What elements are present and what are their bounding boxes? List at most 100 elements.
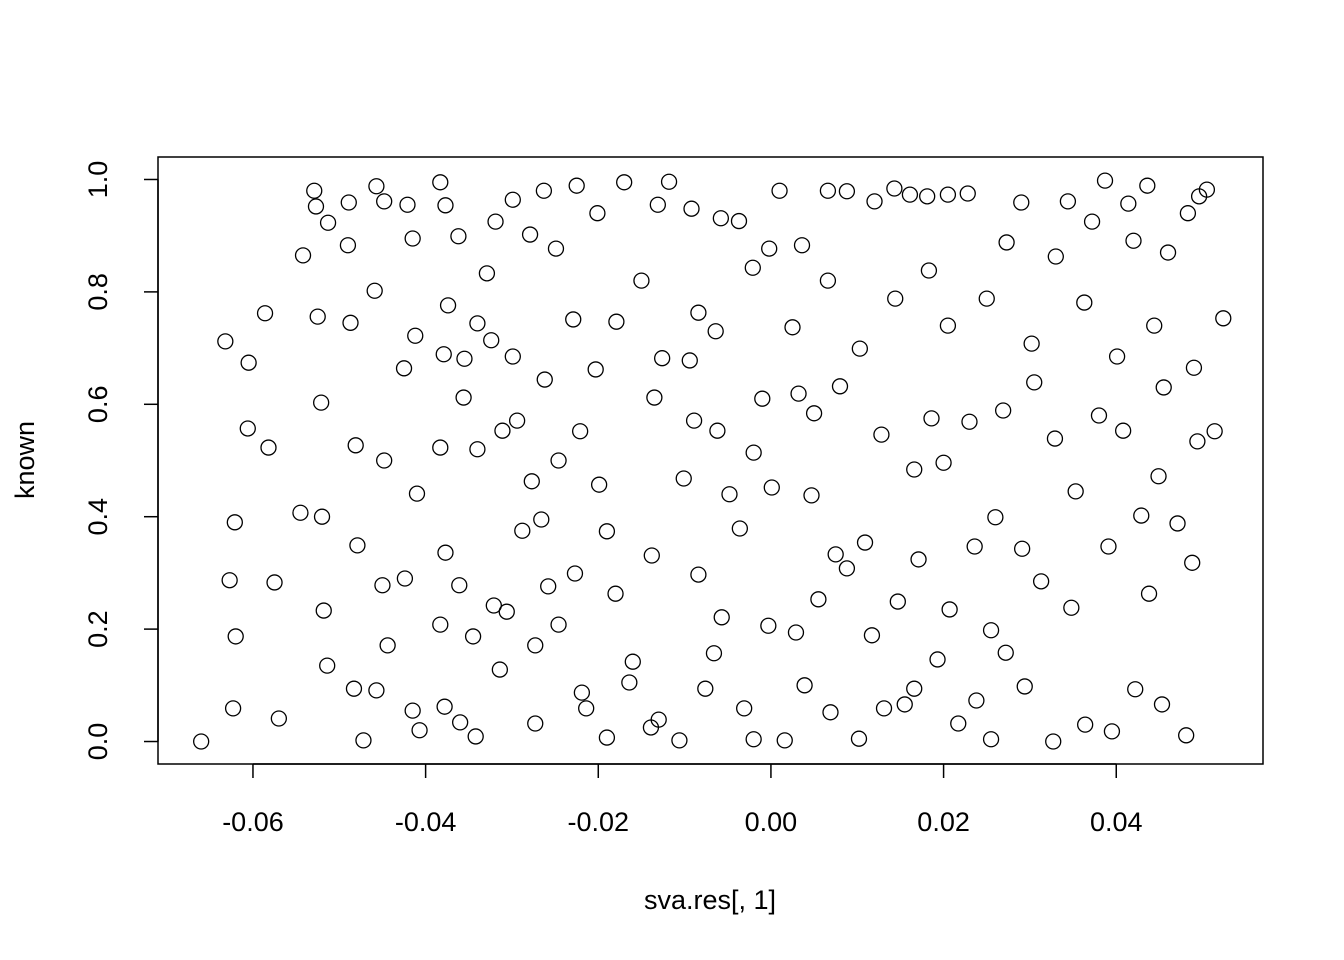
point — [745, 444, 762, 461]
point — [707, 323, 724, 340]
point — [319, 657, 336, 674]
x-tick-label: 0.00 — [745, 807, 798, 837]
point — [1083, 213, 1101, 230]
point — [1100, 538, 1117, 555]
point — [901, 186, 919, 203]
point — [796, 677, 813, 694]
point — [1108, 348, 1126, 365]
point — [432, 174, 449, 191]
point — [968, 692, 985, 709]
point — [451, 714, 469, 731]
point — [1023, 335, 1040, 352]
x-tick-label: -0.06 — [222, 807, 284, 837]
point — [987, 509, 1004, 526]
point — [292, 504, 309, 521]
point — [527, 637, 544, 654]
y-tick-label: 0.2 — [83, 610, 113, 648]
point — [787, 624, 805, 641]
point — [568, 177, 585, 194]
point — [514, 522, 531, 539]
point — [527, 715, 544, 732]
point — [1047, 248, 1064, 265]
point — [805, 405, 823, 422]
point — [347, 437, 364, 454]
point — [646, 389, 663, 406]
y-tick-label: 0.4 — [83, 498, 113, 536]
point — [536, 371, 553, 388]
point — [313, 394, 330, 411]
point — [339, 237, 357, 254]
point — [483, 332, 500, 349]
point — [690, 304, 707, 321]
point — [929, 651, 946, 668]
point — [224, 700, 242, 717]
point — [1127, 681, 1144, 698]
point — [649, 196, 666, 213]
point — [1067, 483, 1084, 500]
point — [683, 200, 700, 217]
point — [478, 265, 496, 282]
point — [856, 534, 874, 551]
x-tick-label: 0.04 — [1090, 807, 1143, 837]
point — [374, 577, 391, 594]
point — [713, 609, 730, 626]
point — [467, 728, 484, 745]
point — [307, 198, 325, 215]
point — [1125, 232, 1142, 249]
point — [910, 551, 927, 568]
point — [368, 178, 385, 195]
point — [1184, 554, 1201, 571]
point — [533, 511, 550, 528]
point — [432, 616, 449, 633]
x-tick-label: -0.04 — [395, 807, 457, 837]
point — [451, 577, 468, 594]
point — [436, 698, 453, 715]
point — [730, 212, 748, 230]
point — [838, 183, 856, 200]
point — [997, 644, 1014, 661]
point — [469, 441, 486, 458]
point — [540, 578, 557, 595]
point — [906, 461, 923, 478]
point — [1076, 294, 1093, 311]
point — [761, 240, 778, 257]
point — [978, 290, 995, 307]
point — [508, 412, 526, 429]
point — [920, 262, 938, 279]
point — [681, 352, 698, 369]
point — [1155, 379, 1172, 396]
point — [565, 311, 582, 328]
y-tick-label: 0.8 — [83, 273, 113, 311]
point — [1150, 468, 1167, 485]
point — [408, 485, 426, 502]
point — [709, 422, 726, 439]
point — [504, 348, 521, 365]
point — [982, 622, 1000, 639]
point — [650, 711, 667, 728]
point — [589, 205, 606, 222]
point — [923, 410, 940, 427]
point — [784, 319, 801, 336]
point — [1120, 195, 1137, 212]
point — [523, 473, 540, 490]
point — [744, 259, 761, 276]
point — [887, 290, 904, 307]
point — [1198, 181, 1216, 198]
point — [487, 213, 504, 230]
point — [485, 597, 502, 614]
point — [889, 593, 906, 610]
point — [270, 710, 288, 727]
point — [1045, 733, 1062, 750]
point — [654, 350, 671, 367]
point — [906, 680, 923, 697]
point — [671, 732, 688, 749]
point — [1153, 696, 1171, 713]
point — [745, 731, 762, 748]
point — [368, 682, 385, 699]
point — [790, 385, 807, 402]
point — [1032, 573, 1050, 590]
point — [494, 422, 511, 439]
point — [547, 240, 565, 257]
point — [1139, 177, 1156, 194]
point — [294, 247, 312, 264]
